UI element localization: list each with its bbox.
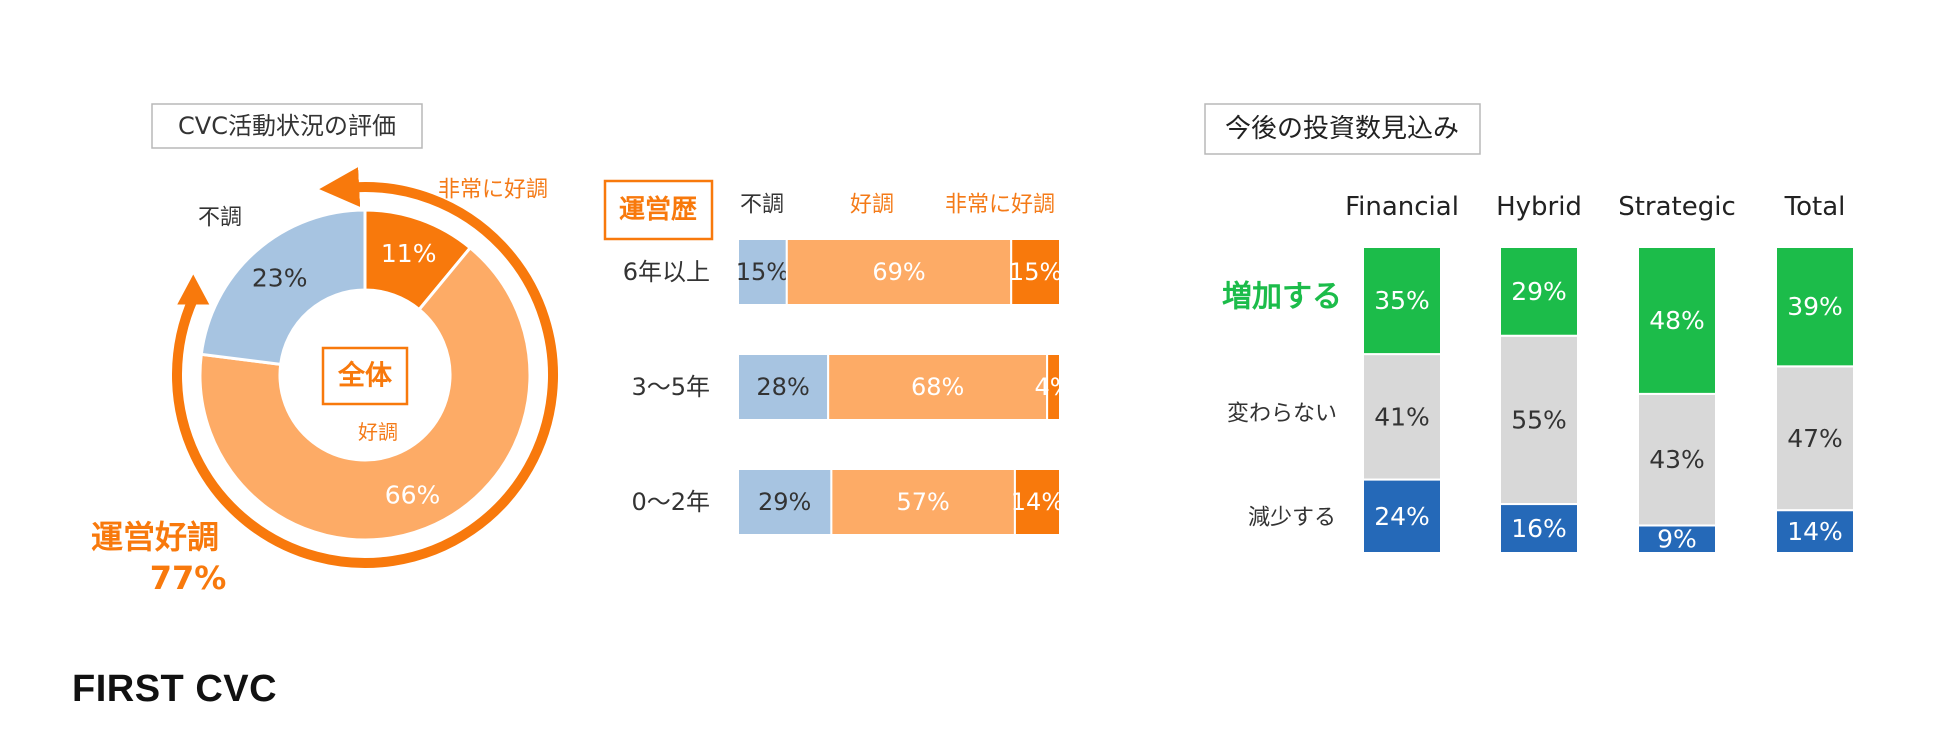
column-segment-label: 35% bbox=[1374, 286, 1430, 315]
row-label: 6年以上 bbox=[623, 258, 710, 286]
center-label-box bbox=[321, 346, 409, 406]
column-label: Strategic bbox=[1618, 192, 1736, 222]
column-label: Financial bbox=[1345, 192, 1459, 222]
column-segment bbox=[1362, 353, 1442, 481]
bar-segment-label: 69% bbox=[872, 258, 925, 286]
chart-title: CVC活動状況の評価 bbox=[178, 112, 396, 140]
bar-segment bbox=[1013, 468, 1061, 536]
column-segment-label: 43% bbox=[1649, 445, 1705, 474]
bar-segment-label: 15% bbox=[736, 258, 789, 286]
bar-segment-label: 29% bbox=[758, 488, 811, 516]
series-label-increase: 増加する bbox=[1222, 280, 1342, 315]
donut-slice-label: 23% bbox=[252, 264, 308, 293]
column-segment-label: 14% bbox=[1787, 517, 1843, 546]
bar-segment bbox=[1046, 353, 1061, 421]
bar-segment bbox=[737, 468, 833, 536]
bar-segment bbox=[1010, 238, 1061, 306]
donut-slice-3 bbox=[199, 208, 367, 367]
brand-logo-text: FIRST CVC bbox=[72, 668, 278, 710]
donut-good-label: 好調 bbox=[358, 420, 398, 444]
column-segment-label: 47% bbox=[1787, 424, 1843, 453]
donut-slice-label: 11% bbox=[381, 239, 437, 268]
column-segment-label: 24% bbox=[1374, 502, 1430, 531]
column-segment-label: 41% bbox=[1374, 402, 1430, 431]
column-segment bbox=[1637, 246, 1717, 395]
column-segment-label: 39% bbox=[1787, 292, 1843, 321]
column-segment bbox=[1499, 246, 1579, 337]
outlook-title-box bbox=[1204, 103, 1481, 155]
column-segment-label: 55% bbox=[1511, 405, 1567, 434]
callout-value: 77% bbox=[150, 559, 227, 597]
bar-segment bbox=[827, 353, 1049, 421]
bar-segment-label: 14% bbox=[1011, 488, 1064, 516]
column-segment bbox=[1362, 246, 1442, 356]
legend-good: 好調 bbox=[850, 193, 894, 218]
donut-very-good-label: 非常に好調 bbox=[438, 178, 548, 203]
column-segment bbox=[1775, 509, 1855, 555]
donut-slice-label: 66% bbox=[385, 480, 441, 509]
bar-segment bbox=[737, 238, 788, 306]
column-segment-label: 16% bbox=[1511, 514, 1567, 543]
bar-segment bbox=[830, 468, 1016, 536]
series-label-decrease: 減少する bbox=[1248, 506, 1336, 531]
bar-segment-label: 68% bbox=[911, 373, 964, 401]
donut-slice-2 bbox=[198, 245, 532, 542]
column-segment-label: 48% bbox=[1649, 306, 1705, 335]
bar-segment-label: 4% bbox=[1035, 373, 1073, 401]
outlook-title: 今後の投資数見込み bbox=[1225, 114, 1459, 144]
bar-segment-label: 57% bbox=[896, 488, 949, 516]
row-label: 3〜5年 bbox=[631, 373, 710, 401]
series-label-same: 変わらない bbox=[1227, 402, 1337, 427]
column-segment bbox=[1775, 246, 1855, 368]
tenure-stacked-bar-chart: 運営歴 不調 好調 非常に好調 6年以上 15% 69% 15% 3〜5年 28% 68% 4% 0〜2… bbox=[603, 179, 1073, 536]
column-segment bbox=[1637, 392, 1717, 527]
center-label: 全体 bbox=[337, 360, 393, 392]
good-share-arrowhead bbox=[177, 274, 210, 305]
donut-bad-label: 不調 bbox=[198, 206, 242, 231]
column-segment-label: 9% bbox=[1657, 525, 1697, 554]
column-segment-label: 29% bbox=[1511, 277, 1567, 306]
legend-bad: 不調 bbox=[740, 193, 784, 218]
chart-title-box bbox=[151, 103, 423, 149]
bar-segment-label: 15% bbox=[1009, 258, 1062, 286]
tenure-header: 運営歴 bbox=[619, 195, 697, 225]
column-label: Total bbox=[1784, 192, 1846, 222]
bar-segment-label: 28% bbox=[756, 373, 809, 401]
tenure-header-box bbox=[603, 179, 714, 241]
column-label: Hybrid bbox=[1496, 192, 1582, 222]
row-label: 0〜2年 bbox=[631, 488, 710, 516]
legend-very-good: 非常に好調 bbox=[945, 193, 1055, 218]
good-share-arrow bbox=[172, 167, 558, 568]
column-segment bbox=[1362, 478, 1442, 554]
bar-segment bbox=[785, 238, 1013, 306]
callout-label: 運営好調 bbox=[91, 518, 219, 556]
bar-segment bbox=[737, 353, 830, 421]
